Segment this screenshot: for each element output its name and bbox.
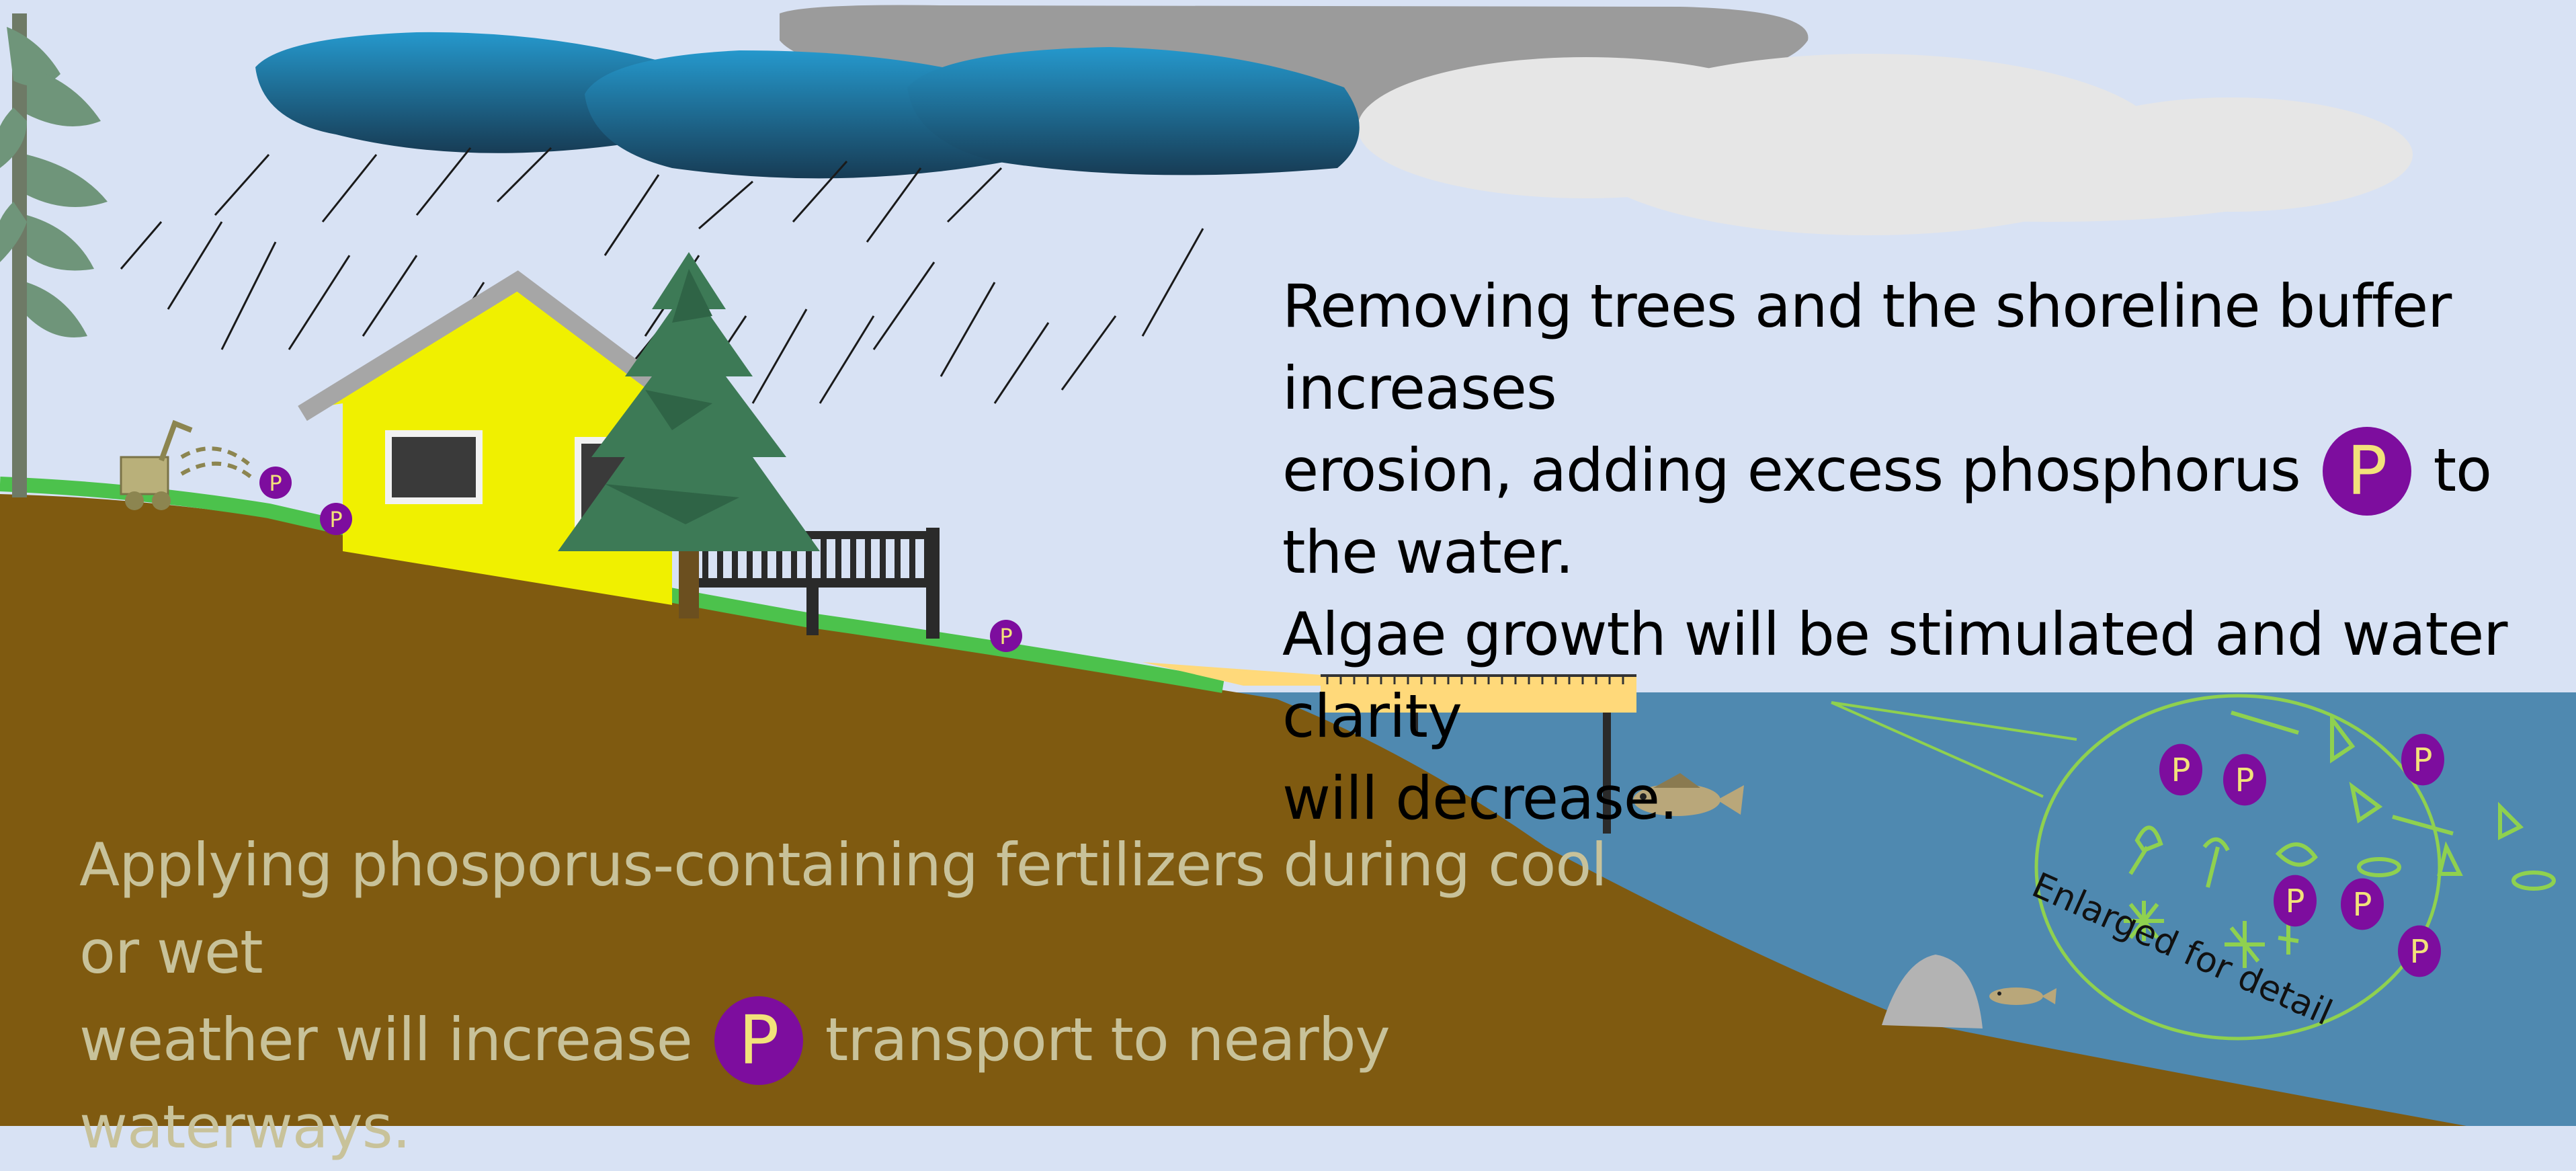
phosphorus-marker-icon xyxy=(2159,743,2202,796)
rain-drop xyxy=(214,154,270,216)
rain-drop xyxy=(872,261,936,350)
rain-drop xyxy=(698,180,753,230)
rain-drop xyxy=(946,167,1003,223)
phosphorus-symbol-icon: P xyxy=(2322,427,2411,516)
erosion-caption-line2-start: erosion, adding excess phosphorus xyxy=(1282,436,2301,505)
algae-icon xyxy=(2124,711,2556,968)
rain-drop xyxy=(415,147,472,216)
phosphorus-marker-label: P xyxy=(2171,752,2191,789)
deck-rail xyxy=(835,538,841,579)
phosphorus-marker-label: P xyxy=(2286,883,2305,920)
rain-drop xyxy=(940,282,996,377)
phosphorus-marker-icon xyxy=(320,503,352,535)
deck-rail xyxy=(895,538,901,579)
deck-rail xyxy=(776,538,782,579)
deck-rail xyxy=(791,538,797,579)
deck-rail xyxy=(865,538,871,579)
deck-rail xyxy=(702,538,708,579)
deck-rail xyxy=(717,538,723,579)
deck-rail xyxy=(821,538,827,579)
deck-rail xyxy=(806,538,812,579)
rain-drop xyxy=(819,315,875,404)
rain-drop xyxy=(496,147,552,203)
fertilizer-caption-line2-start: weather will increase xyxy=(79,1005,693,1074)
erosion-caption-line1: Removing trees and the shoreline buffer … xyxy=(1282,272,2452,423)
deck-rail xyxy=(732,538,738,579)
tall-tree-icon xyxy=(0,13,108,497)
deck-rail xyxy=(850,538,856,579)
rain-drop xyxy=(120,221,163,270)
slope-phosphorus-markers: P P P xyxy=(259,467,1022,652)
fertilizer-caption-line1: Applying phosporus-containing fertilizer… xyxy=(79,830,1608,987)
rain-drop xyxy=(362,255,418,337)
phosphorus-marker-label: P xyxy=(2235,762,2255,799)
phosphorus-marker-icon xyxy=(2398,925,2441,977)
phosphorus-marker-icon xyxy=(2274,875,2317,927)
rain-drop xyxy=(792,161,848,223)
rain-drop xyxy=(288,255,351,350)
phosphorus-marker-label: P xyxy=(2410,933,2429,971)
inset-phosphorus-markers: P P P P P P xyxy=(2159,733,2444,977)
rain-drop xyxy=(1061,315,1117,391)
shore-path xyxy=(1142,662,1331,686)
erosion-caption-line2: erosion, adding excess phosphorus P to t… xyxy=(1282,427,2559,594)
rain-drop xyxy=(220,241,277,350)
rain-drop xyxy=(604,174,660,256)
phosphorus-marker-icon xyxy=(2341,878,2384,930)
phosphorus-symbol-icon: P xyxy=(714,996,803,1086)
diagram-scene: P P P P P P Enlarged for detail P P P xyxy=(0,5,2576,1126)
small-fish-icon xyxy=(1989,987,2056,1005)
fertilizer-caption-line2: weather will increase P transport to nea… xyxy=(79,996,1625,1171)
rain-drop xyxy=(993,322,1050,404)
rain-drop xyxy=(167,221,223,310)
deck-rail xyxy=(909,538,915,579)
fertilizer-caption: Applying phosporus-containing fertilizer… xyxy=(79,821,1625,1171)
erosion-caption-line2-end: to the water. xyxy=(1282,436,2492,587)
deck-rail xyxy=(747,538,753,579)
deck-rail xyxy=(880,538,886,579)
phosphorus-marker-label: P xyxy=(2413,741,2433,779)
phosphorus-marker-label: P xyxy=(269,471,282,496)
soil-hillside xyxy=(0,494,2466,1126)
rock-icon xyxy=(1882,955,1983,1028)
phosphorus-marker-icon xyxy=(2223,754,2266,806)
erosion-caption-line4: will decrease. xyxy=(1282,764,1678,833)
phosphorus-marker-icon xyxy=(259,467,292,499)
rain-drop xyxy=(751,309,808,404)
storm-cloud-icon xyxy=(255,32,1360,179)
erosion-caption: Removing trees and the shoreline buffer … xyxy=(1282,266,2559,840)
deck-rail xyxy=(761,538,767,579)
rain-drop xyxy=(866,167,922,243)
light-cloud xyxy=(1358,54,2413,235)
erosion-caption-line3: Algae growth will be stimulated and wate… xyxy=(1282,600,2507,751)
fertilizer-spreader-icon xyxy=(120,419,257,510)
rain-drop xyxy=(1141,228,1204,337)
dock-icon xyxy=(1321,674,1636,834)
pine-tree-icon xyxy=(558,252,820,618)
phosphorus-marker-label: P xyxy=(2353,886,2372,924)
rain-drop xyxy=(321,154,378,223)
phosphorus-marker-label: P xyxy=(999,624,1012,649)
phosphorus-marker-icon xyxy=(990,620,1022,652)
phosphorus-marker-icon xyxy=(2401,733,2444,786)
fish-icon xyxy=(1633,773,1744,816)
phosphorus-marker-label: P xyxy=(329,507,342,532)
